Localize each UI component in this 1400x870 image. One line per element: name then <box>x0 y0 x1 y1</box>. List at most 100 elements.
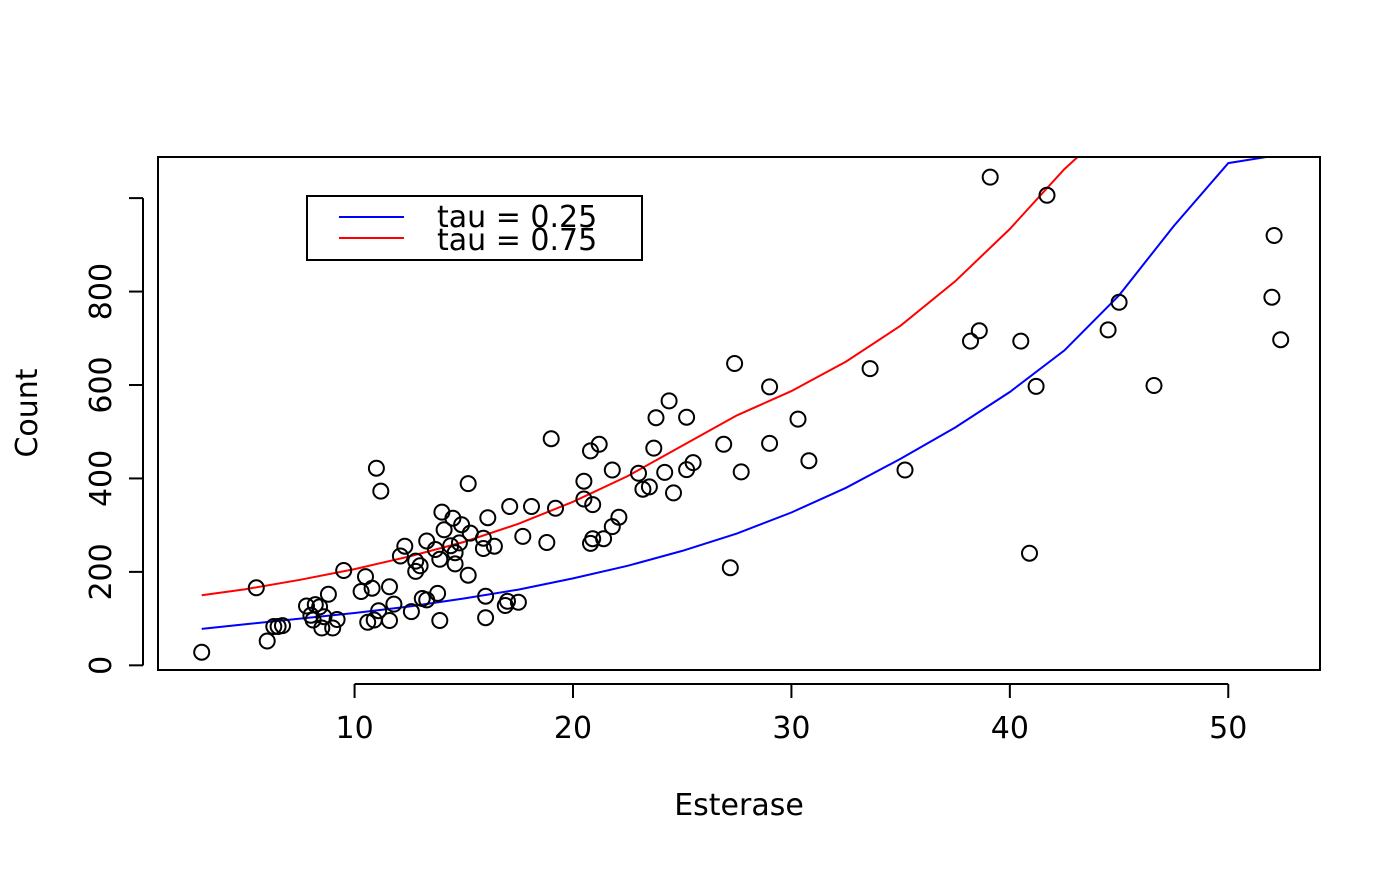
data-point <box>509 593 527 611</box>
data-point <box>896 461 914 479</box>
data-point <box>459 475 477 493</box>
data-point <box>962 332 979 350</box>
data-point <box>429 584 447 602</box>
data-point <box>247 579 265 597</box>
data-point <box>861 360 879 378</box>
data-point <box>274 617 291 635</box>
data-point <box>426 541 444 558</box>
x-tick-label: 40 <box>991 711 1029 746</box>
data-point <box>381 612 398 629</box>
data-point <box>357 568 374 586</box>
fitted-curves <box>201 157 1273 630</box>
legend-label-tau-025: tau = 0.25 <box>437 200 597 235</box>
y-tick-label: 400 <box>84 450 119 507</box>
data-point <box>514 527 532 545</box>
data-point <box>590 435 608 453</box>
data-point <box>547 499 564 517</box>
data-point <box>193 643 211 661</box>
data-point <box>538 534 556 551</box>
data-point <box>446 555 464 573</box>
data-point <box>418 532 436 550</box>
data-point <box>435 521 453 539</box>
data-point <box>630 464 647 482</box>
legend: tau = 0.25 tau = 0.75 <box>306 195 643 261</box>
y-axis: 0 200 400 600 800 <box>84 197 144 675</box>
data-point <box>575 472 593 490</box>
x-tick-label: 10 <box>335 711 373 746</box>
data-point <box>385 595 403 613</box>
data-point <box>1099 321 1117 339</box>
data-point <box>542 430 560 448</box>
data-point <box>265 618 283 635</box>
data-point <box>477 609 495 627</box>
data-point <box>1265 227 1283 244</box>
data-point <box>298 597 315 615</box>
data-point <box>1145 377 1163 394</box>
data-point <box>665 484 682 502</box>
data-point <box>407 562 425 580</box>
data-point <box>1021 544 1038 562</box>
data-point <box>721 559 739 577</box>
data-point <box>647 409 665 427</box>
data-point <box>474 540 492 557</box>
data-point <box>501 498 519 515</box>
data-point <box>450 534 468 552</box>
data-point <box>715 435 733 453</box>
data-point <box>367 459 385 477</box>
data-point <box>319 585 337 603</box>
data-point <box>396 537 414 555</box>
data-point <box>324 619 342 637</box>
data-point <box>584 496 602 514</box>
data-point <box>584 530 602 548</box>
data-point <box>603 461 621 479</box>
data-point <box>352 583 370 600</box>
data-point <box>477 587 495 605</box>
data-points <box>193 168 1290 661</box>
data-point <box>1272 331 1290 349</box>
data-point <box>640 478 658 496</box>
data-point <box>732 463 750 481</box>
data-point <box>474 529 492 547</box>
data-point <box>431 550 449 568</box>
data-point <box>372 482 390 500</box>
data-point <box>1027 377 1045 395</box>
data-point <box>411 557 429 575</box>
data-point <box>499 592 516 610</box>
legend-label-tau-075: tau = 0.75 <box>437 223 597 258</box>
data-point <box>610 508 628 526</box>
data-point <box>258 632 276 650</box>
data-point <box>370 602 388 620</box>
data-point <box>328 611 346 628</box>
data-point <box>479 509 497 527</box>
data-point <box>726 355 744 372</box>
data-point <box>789 410 807 428</box>
x-tick-label: 30 <box>772 711 810 746</box>
data-point <box>523 498 540 515</box>
x-axis-label: Esterase <box>674 788 804 823</box>
data-point <box>761 434 779 452</box>
data-point <box>1012 332 1030 350</box>
data-point <box>1263 288 1281 306</box>
y-tick-label: 200 <box>84 543 119 600</box>
data-point <box>485 537 503 555</box>
data-point <box>1110 293 1128 311</box>
data-point <box>575 490 593 508</box>
data-point <box>660 392 678 410</box>
y-tick-label: 0 <box>84 656 119 675</box>
curve-tau-075 <box>201 157 1080 597</box>
data-point <box>1038 186 1056 204</box>
legend-box <box>306 195 643 261</box>
data-point <box>970 322 988 340</box>
data-point <box>311 598 329 616</box>
x-axis: 10 20 30 40 50 <box>335 683 1247 746</box>
curve-tau-025 <box>201 157 1273 630</box>
x-tick-label: 50 <box>1209 711 1247 746</box>
data-point <box>981 168 999 186</box>
data-point <box>313 619 331 637</box>
data-point <box>431 612 449 629</box>
y-tick-label: 800 <box>84 263 119 320</box>
y-axis-label: Count <box>10 368 45 457</box>
plot-frame <box>157 156 1321 671</box>
